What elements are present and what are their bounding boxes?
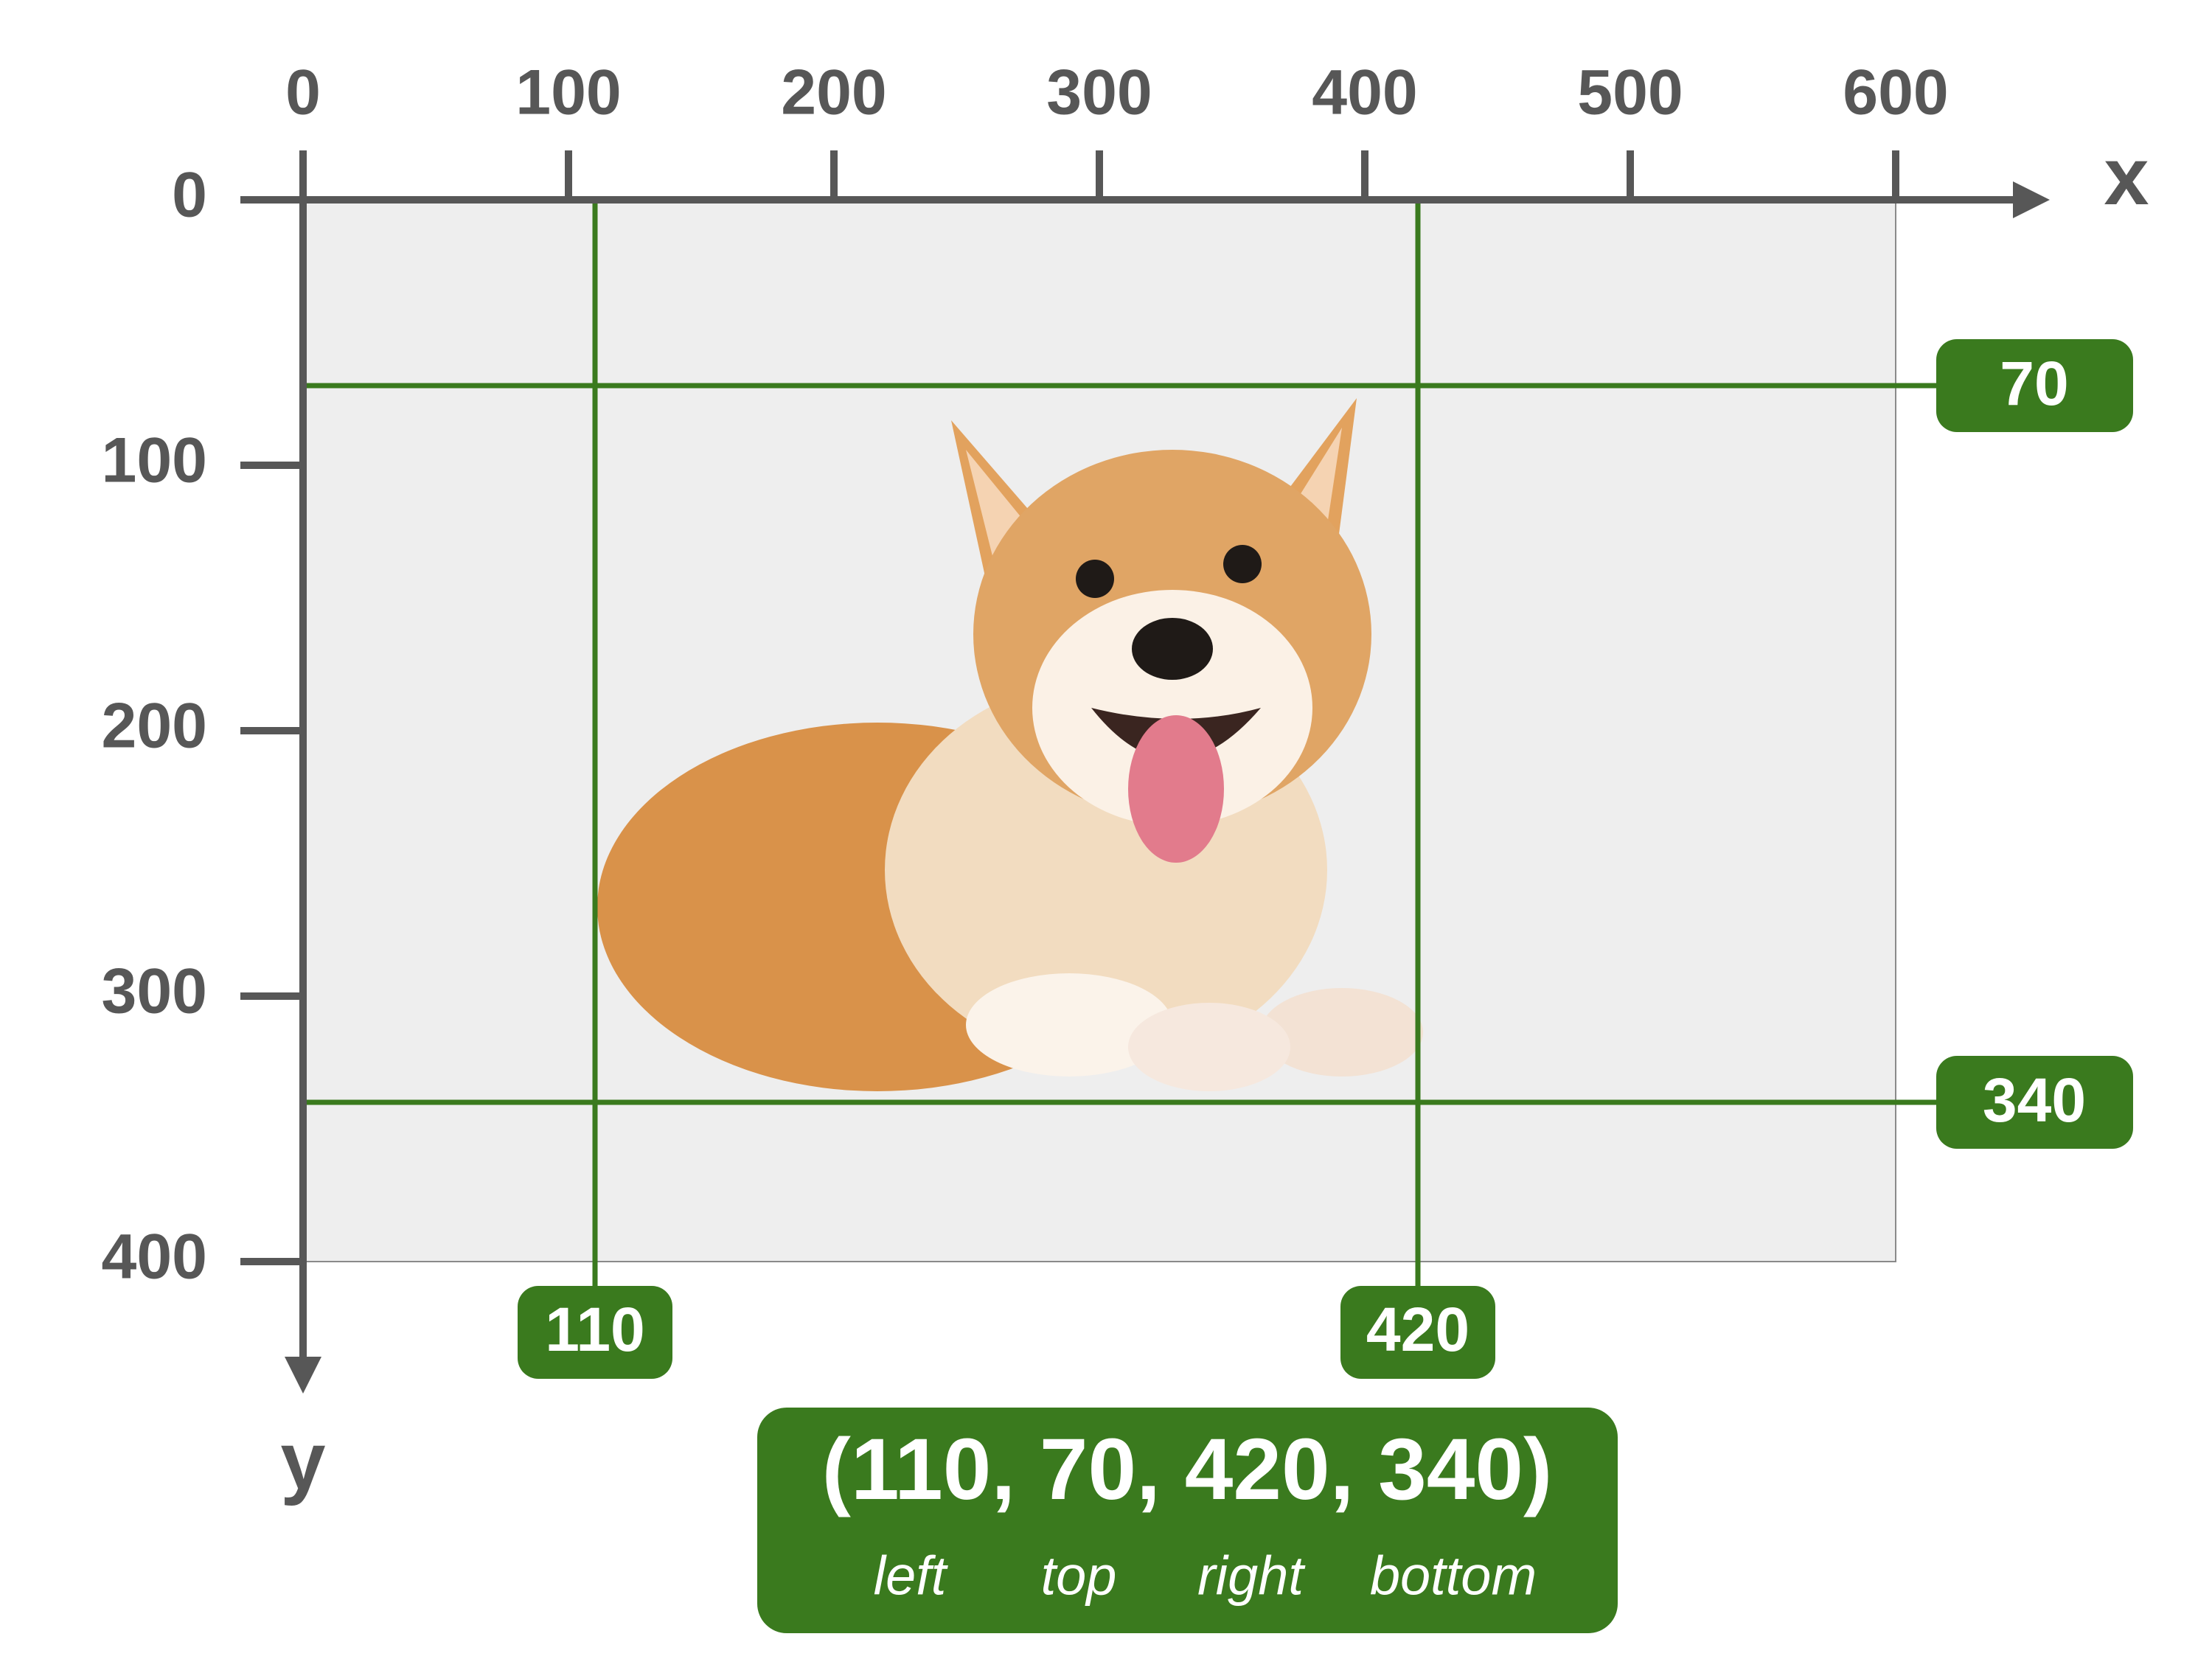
y-tick-label: 200	[102, 691, 208, 762]
x-tick-label: 0	[285, 58, 321, 128]
badge-label: 110	[545, 1295, 645, 1364]
tuple-name: left	[874, 1545, 949, 1607]
tuple-background	[757, 1408, 1618, 1633]
badge	[518, 1286, 672, 1379]
x-tick-label: 100	[515, 58, 622, 128]
tuple-name: bottom	[1370, 1545, 1537, 1607]
x-tick-label: 200	[781, 58, 887, 128]
x-tick-label: 600	[1843, 58, 1949, 128]
axes: x y 0 100 200 300 400 500 600 0 100 200 300 400	[102, 58, 2149, 1506]
y-tick-label: 400	[102, 1222, 208, 1293]
overlay: 110 420 70 340	[303, 200, 2133, 1379]
badge-label: 420	[1366, 1295, 1470, 1364]
badge	[1936, 1056, 2133, 1149]
x-tick-label: 400	[1312, 58, 1418, 128]
y-tick-label: 100	[102, 425, 208, 496]
badge-label: 340	[1983, 1065, 2086, 1135]
y-tick-label: 0	[172, 160, 207, 231]
tuple-text: (110, 70, 420, 340)	[822, 1421, 1553, 1518]
dog-illustration	[597, 398, 1423, 1091]
tuple-name: right	[1197, 1545, 1306, 1607]
x-axis-label: x	[2104, 131, 2149, 222]
y-axis-label: y	[280, 1416, 325, 1506]
badge-label: 70	[2000, 349, 2068, 418]
x-tick-label: 500	[1577, 58, 1683, 128]
badge	[1936, 339, 2133, 432]
badge	[1340, 1286, 1495, 1379]
x-tick-label: 300	[1046, 58, 1152, 128]
tuple-name: top	[1041, 1545, 1117, 1607]
y-tick-label: 300	[102, 956, 208, 1027]
tuple-box: (110, 70, 420, 340) left top right botto…	[757, 1408, 1618, 1633]
